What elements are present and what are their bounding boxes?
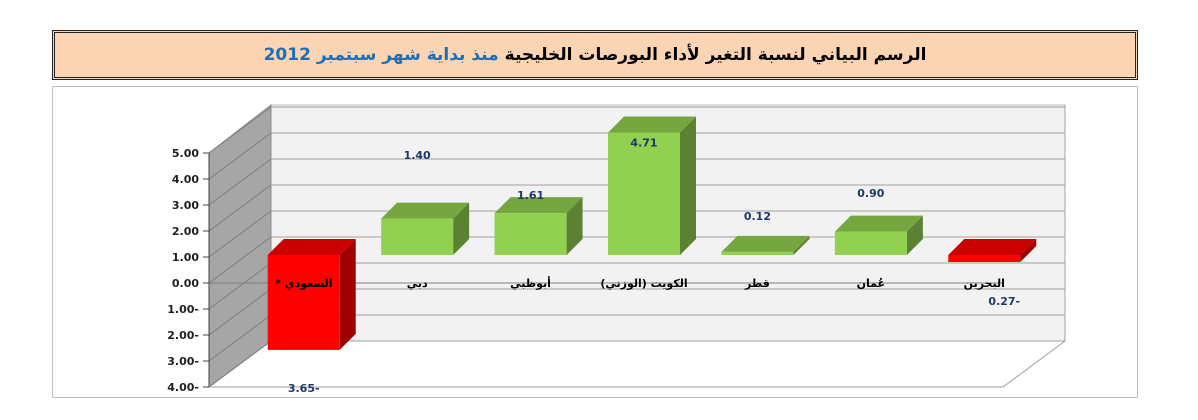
category-label: البحرين <box>964 277 1005 290</box>
bar <box>494 213 567 255</box>
chart-area: 5.00 4.00 3.00 2.00 1.00 0.00 1.00- 2.00- 3.00- 4… <box>52 86 1138 398</box>
y-tick-label: 2.00- <box>167 329 199 342</box>
bar-top <box>834 215 923 232</box>
gridline-side <box>208 262 272 310</box>
bar <box>834 231 907 255</box>
gridline-side <box>208 340 272 388</box>
bar-side <box>793 235 810 255</box>
category-label: أبوظبي <box>510 276 551 290</box>
y-tick-label: 2.00 <box>172 225 199 238</box>
y-tick-label: 1.00 <box>172 251 199 264</box>
gridline-side <box>208 106 272 154</box>
chart-side-wall <box>208 103 272 388</box>
bar-top <box>721 235 810 252</box>
bar <box>721 251 794 255</box>
bar <box>608 132 680 255</box>
bar-side <box>680 116 696 255</box>
bar-side <box>1020 239 1037 263</box>
category-label: قطر <box>744 277 770 290</box>
bar <box>948 255 1021 263</box>
gridline-side <box>208 184 272 232</box>
y-tick-label: 1.00- <box>167 303 199 316</box>
y-tick-label: 0.00 <box>172 277 199 290</box>
gridline-side <box>208 158 272 206</box>
y-tick-label: 4.00 <box>172 173 199 186</box>
chart-title-box: الرسم البياني لنسبة التغير لأداء البورصا… <box>52 30 1138 80</box>
bar-top <box>267 239 356 255</box>
y-tick-label: 3.00- <box>167 355 199 368</box>
y-tick-label: 4.00- <box>167 381 199 394</box>
bar-top <box>494 197 583 214</box>
bar-top <box>608 116 696 133</box>
gridline-side <box>208 236 272 284</box>
data-label: 0.90 <box>857 187 884 200</box>
y-tick-label: 5.00 <box>172 147 199 160</box>
chart-title-date: منذ بداية شهر سبتمبر 2012 <box>263 45 499 65</box>
bar-chart: 5.00 4.00 3.00 2.00 1.00 0.00 1.00- 2.00- 3.00- 4… <box>167 103 1066 395</box>
bar <box>381 218 454 255</box>
gridline-side <box>208 314 272 362</box>
gridline-side <box>208 210 272 258</box>
gridline-side <box>208 132 272 180</box>
chart-floor-outline <box>209 105 1066 388</box>
category-label: السعودي * <box>275 277 333 290</box>
bar-top <box>381 202 470 219</box>
bar-top <box>948 239 1037 255</box>
data-label: 0.12 <box>744 210 771 223</box>
bar-side <box>566 197 583 255</box>
chart-title: الرسم البياني لنسبة التغير لأداء البورصا… <box>504 45 927 65</box>
data-label: 3.65- <box>288 382 320 395</box>
y-tick-label: 3.00 <box>172 199 199 212</box>
bar-side <box>339 239 356 350</box>
category-label: عُمان <box>857 277 885 290</box>
bar <box>267 255 340 350</box>
bar-side <box>453 202 470 255</box>
bar-side <box>906 215 923 255</box>
data-label: 0.27- <box>988 295 1020 308</box>
category-label: الكويت (الوزني) <box>600 277 687 290</box>
category-label: دبي <box>407 277 428 290</box>
data-label: 1.40 <box>404 149 431 162</box>
gridline-side <box>208 288 272 336</box>
data-label: 1.61 <box>517 189 544 202</box>
data-label: 4.71 <box>630 137 657 150</box>
